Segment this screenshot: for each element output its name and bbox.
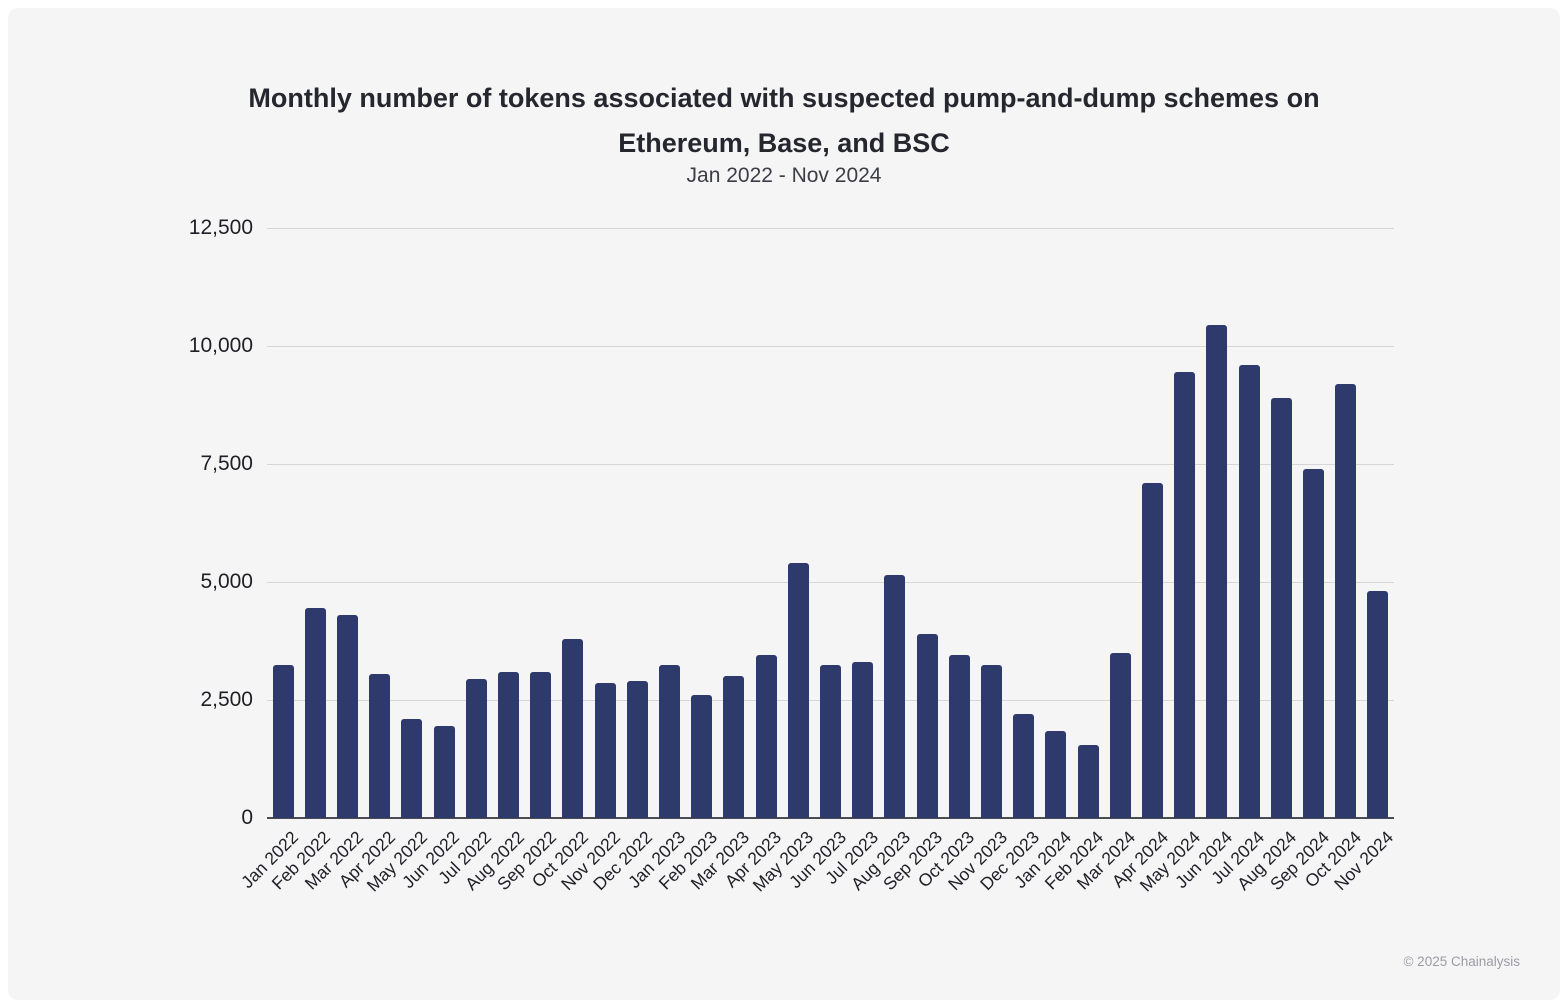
y-tick-label-10,000: 10,000 xyxy=(188,334,253,357)
bar-nov-2024 xyxy=(1367,591,1389,818)
bar-nov-2022 xyxy=(594,683,616,818)
bar-jul-2022 xyxy=(465,678,487,818)
x-axis-line xyxy=(267,817,1394,819)
gridline-12500 xyxy=(267,228,1394,229)
gridline-10000 xyxy=(267,346,1394,347)
bar-aug-2024 xyxy=(1270,397,1292,818)
gridline-5000 xyxy=(267,582,1394,583)
y-tick-label-2,500: 2,500 xyxy=(200,688,253,711)
bar-apr-2023 xyxy=(755,655,777,818)
bar-mar-2023 xyxy=(723,676,745,818)
bar-jul-2023 xyxy=(852,662,874,818)
bar-jan-2024 xyxy=(1045,730,1067,818)
bar-mar-2024 xyxy=(1109,652,1131,818)
bar-dec-2022 xyxy=(626,681,648,818)
bar-apr-2022 xyxy=(369,674,391,818)
bar-feb-2024 xyxy=(1077,744,1099,818)
bar-jun-2024 xyxy=(1206,324,1228,818)
bar-oct-2022 xyxy=(562,638,584,818)
chart-title-text: Monthly number of tokens associated with… xyxy=(248,83,1320,158)
bar-oct-2023 xyxy=(948,655,970,818)
plot-area xyxy=(267,228,1394,819)
y-tick-label-5,000: 5,000 xyxy=(200,570,253,593)
bar-sep-2023 xyxy=(916,633,938,818)
bar-feb-2023 xyxy=(691,695,713,818)
bar-jun-2022 xyxy=(433,725,455,818)
bar-mar-2022 xyxy=(337,615,358,818)
bar-jan-2023 xyxy=(659,664,680,818)
bar-aug-2022 xyxy=(498,671,519,818)
bar-apr-2024 xyxy=(1142,482,1163,818)
bar-aug-2023 xyxy=(884,574,906,818)
chart-title: Monthly number of tokens associated with… xyxy=(0,76,1568,166)
y-tick-label-12,500: 12,500 xyxy=(188,216,253,239)
bar-jan-2022 xyxy=(272,664,294,818)
bar-sep-2022 xyxy=(530,671,552,818)
bar-dec-2023 xyxy=(1013,714,1035,818)
bar-jul-2024 xyxy=(1238,364,1260,818)
bar-may-2022 xyxy=(401,718,423,818)
bar-may-2024 xyxy=(1174,371,1196,818)
y-tick-label-7,500: 7,500 xyxy=(200,452,253,475)
bar-feb-2022 xyxy=(304,607,326,818)
y-tick-label-0: 0 xyxy=(241,806,253,829)
gridline-7500 xyxy=(267,464,1394,465)
chart-panel xyxy=(8,8,1560,1000)
bar-may-2023 xyxy=(787,563,809,818)
bar-sep-2024 xyxy=(1303,468,1324,818)
copyright-text: © 2025 Chainalysis xyxy=(1403,954,1520,969)
bar-nov-2023 xyxy=(981,664,1002,818)
bar-oct-2024 xyxy=(1335,383,1357,818)
chart-subtitle: Jan 2022 - Nov 2024 xyxy=(686,164,882,187)
bar-jun-2023 xyxy=(820,664,841,818)
